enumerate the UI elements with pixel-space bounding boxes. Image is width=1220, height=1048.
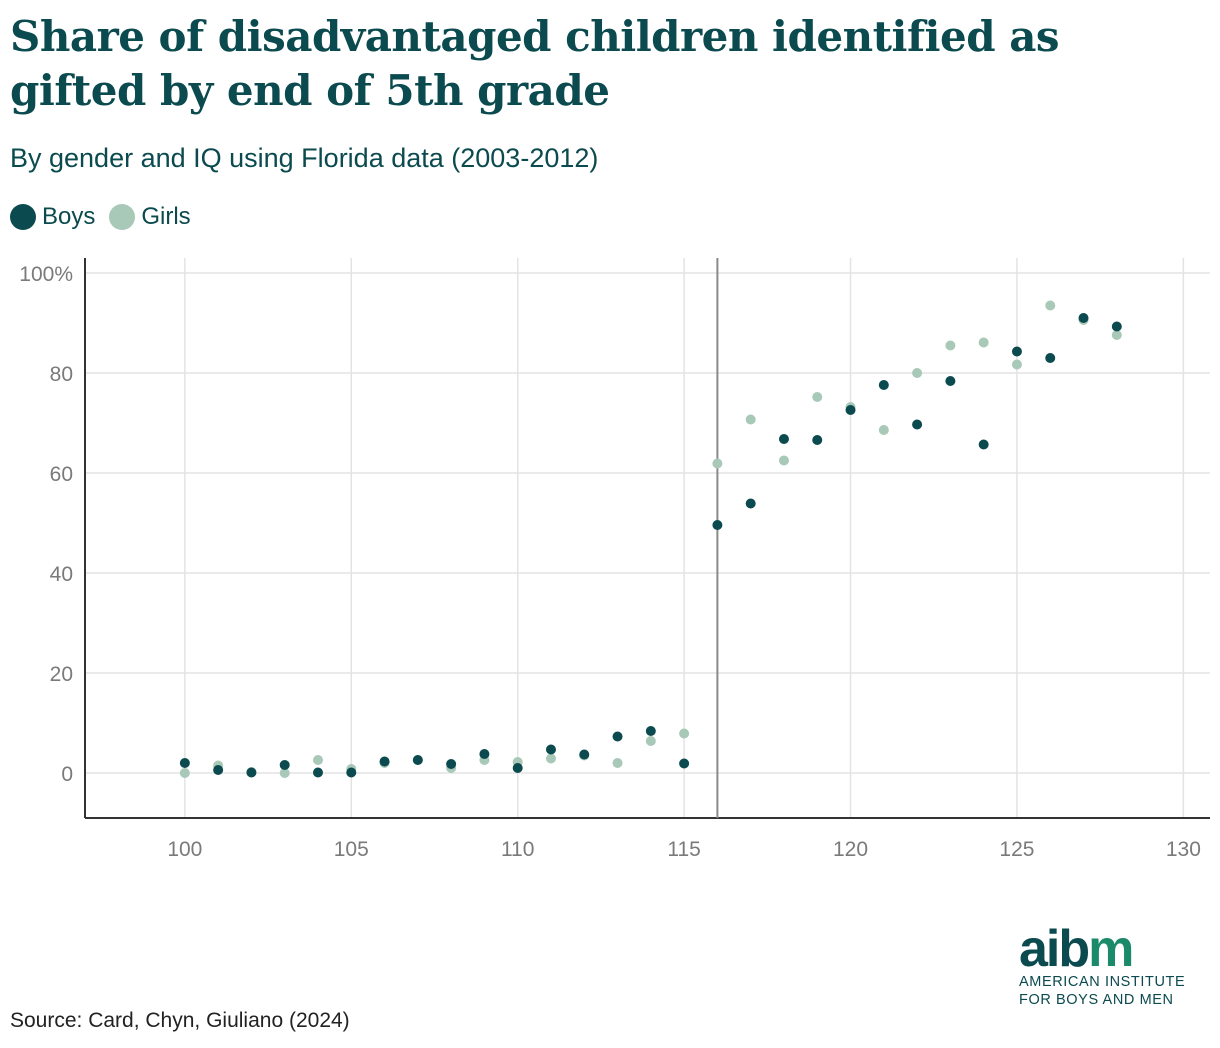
point-boys — [945, 376, 956, 386]
point-girls — [1011, 359, 1022, 370]
point-boys — [978, 439, 989, 450]
point-boys — [312, 767, 323, 778]
point-girls — [612, 758, 623, 768]
point-girls — [545, 753, 556, 764]
y-tick-label: 20 — [50, 663, 73, 686]
x-tick-label: 115 — [667, 838, 700, 861]
point-boys — [346, 767, 357, 778]
point-girls — [945, 340, 956, 351]
point-boys — [912, 419, 923, 430]
point-boys — [778, 434, 789, 444]
legend: Boys Girls — [10, 203, 205, 231]
point-girls — [645, 736, 656, 746]
point-girls — [778, 455, 789, 466]
point-boys — [379, 756, 390, 767]
point-girls — [912, 368, 923, 378]
point-girls — [712, 458, 723, 469]
point-girls — [978, 337, 989, 348]
chart-title: Share of disadvantaged children identifi… — [10, 12, 1060, 115]
point-boys — [179, 758, 190, 768]
legend-label-boys: Boys — [42, 203, 96, 230]
point-boys — [579, 749, 590, 760]
point-boys — [1111, 321, 1122, 332]
x-tick-label: 130 — [1166, 838, 1201, 861]
point-boys — [1045, 353, 1056, 363]
y-tick-label: 40 — [50, 563, 73, 586]
data-points — [179, 300, 1122, 778]
logo-line-1: AMERICAN INSTITUTE — [1019, 974, 1186, 990]
point-boys — [446, 759, 457, 769]
point-boys — [645, 726, 656, 736]
point-boys — [712, 520, 723, 530]
point-girls — [679, 728, 690, 739]
point-boys — [279, 760, 290, 770]
point-boys — [213, 765, 224, 775]
x-tick-label: 120 — [833, 838, 868, 861]
y-tick-label: 0 — [61, 763, 73, 786]
aibm-logo: aibm AMERICAN INSTITUTE FOR BOYS AND MEN — [1019, 920, 1209, 1009]
point-boys — [1078, 313, 1089, 323]
point-boys — [812, 435, 823, 445]
point-girls — [878, 425, 889, 435]
logo-wordmark: aibm — [1019, 920, 1134, 978]
point-girls — [745, 414, 756, 425]
point-boys — [679, 758, 690, 769]
point-boys — [479, 749, 490, 759]
point-boys — [845, 405, 856, 415]
point-girls — [279, 768, 290, 778]
point-boys — [612, 731, 623, 742]
point-boys — [246, 767, 257, 778]
legend-item-boys: Boys — [10, 203, 95, 231]
point-girls — [179, 768, 190, 778]
source-note: Source: Card, Chyn, Giuliano (2024) — [10, 1009, 350, 1032]
point-boys — [545, 744, 556, 755]
legend-swatch-boys — [10, 204, 36, 230]
y-tick-label: 100% — [19, 263, 73, 286]
legend-item-girls: Girls — [109, 203, 191, 231]
y-tick-label: 80 — [50, 363, 73, 386]
point-boys — [745, 498, 756, 509]
y-tick-label: 60 — [50, 463, 73, 486]
logo-line-2: FOR BOYS AND MEN — [1019, 992, 1174, 1008]
point-girls — [1045, 300, 1056, 311]
chart-subtitle: By gender and IQ using Florida data (200… — [10, 143, 599, 173]
point-boys — [412, 755, 423, 765]
x-tick-label: 100 — [167, 838, 202, 861]
tick-labels: 100 105 110 115 120 125 130 0 20 40 60 80 100% — [19, 263, 1201, 861]
point-boys — [512, 763, 523, 773]
x-tick-label: 110 — [501, 838, 534, 861]
point-girls — [812, 392, 823, 402]
legend-label-girls: Girls — [141, 203, 191, 230]
x-tick-label: 125 — [999, 838, 1034, 861]
point-boys — [878, 380, 889, 390]
x-tick-label: 105 — [334, 838, 369, 861]
legend-swatch-girls — [109, 204, 136, 230]
point-girls — [312, 755, 323, 765]
axes — [84, 258, 1210, 819]
point-girls — [1111, 330, 1122, 340]
point-boys — [1011, 346, 1022, 357]
